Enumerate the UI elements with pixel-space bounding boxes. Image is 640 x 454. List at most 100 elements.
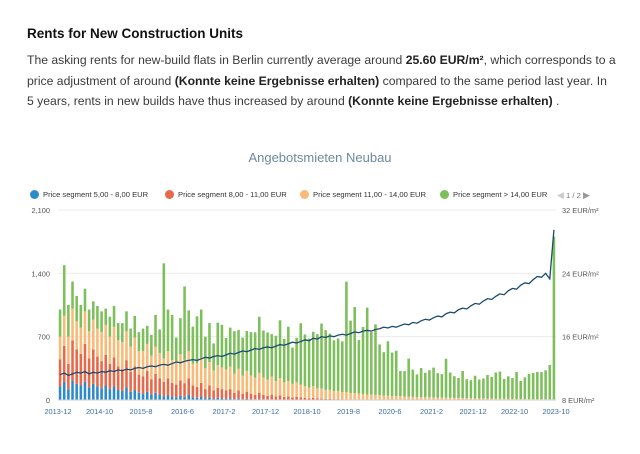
- bar-segment[interactable]: [216, 387, 220, 398]
- bar-segment[interactable]: [291, 383, 294, 398]
- bar-segment[interactable]: [220, 389, 224, 399]
- bar-segment[interactable]: [245, 370, 249, 392]
- bar-segment[interactable]: [498, 398, 502, 400]
- bar-segment[interactable]: [345, 392, 348, 400]
- bar-segment[interactable]: [83, 381, 87, 400]
- bar-segment[interactable]: [195, 316, 199, 364]
- bar-segment[interactable]: [208, 362, 211, 386]
- bar-segment[interactable]: [257, 316, 261, 373]
- bar-segment[interactable]: [245, 331, 249, 371]
- bar-segment[interactable]: [245, 391, 249, 399]
- bar-segment[interactable]: [121, 390, 124, 400]
- bar-segment[interactable]: [58, 336, 62, 360]
- bar-segment[interactable]: [237, 368, 240, 391]
- bar-segment[interactable]: [249, 375, 253, 394]
- bar-segment[interactable]: [224, 338, 228, 370]
- bar-segment[interactable]: [411, 396, 415, 400]
- bar-segment[interactable]: [91, 349, 95, 384]
- bar-segment[interactable]: [303, 386, 307, 398]
- bar-segment[interactable]: [336, 390, 340, 400]
- bar-segment[interactable]: [137, 351, 141, 375]
- bar-segment[interactable]: [365, 394, 369, 400]
- bar-segment[interactable]: [87, 358, 91, 388]
- bar-segment[interactable]: [79, 305, 83, 328]
- bar-segment[interactable]: [299, 323, 303, 385]
- bar-segment[interactable]: [253, 377, 257, 395]
- bar-segment[interactable]: [477, 398, 481, 400]
- bar-segment[interactable]: [162, 263, 166, 359]
- bar-segment[interactable]: [332, 340, 336, 391]
- bar-segment[interactable]: [361, 326, 365, 394]
- bar-segment[interactable]: [548, 364, 552, 400]
- bar-segment[interactable]: [270, 334, 274, 377]
- bar-segment[interactable]: [461, 370, 464, 399]
- bar-segment[interactable]: [266, 379, 269, 396]
- bar-segment[interactable]: [436, 397, 440, 400]
- bar-segment[interactable]: [141, 376, 145, 394]
- legend-next-arrow-icon[interactable]: ▶: [582, 190, 590, 200]
- bar-segment[interactable]: [162, 358, 166, 382]
- bar-segment[interactable]: [440, 397, 444, 400]
- bar-segment[interactable]: [137, 374, 141, 393]
- bar-segment[interactable]: [154, 392, 157, 400]
- bar-segment[interactable]: [457, 378, 460, 398]
- bar-segment[interactable]: [336, 399, 340, 400]
- bar-segment[interactable]: [262, 330, 265, 378]
- bar-segment[interactable]: [432, 367, 435, 398]
- bar-segment[interactable]: [166, 395, 170, 400]
- bar-segment[interactable]: [204, 336, 207, 369]
- bar-segment[interactable]: [212, 390, 215, 399]
- bar-segment[interactable]: [141, 393, 145, 400]
- bar-segment[interactable]: [320, 388, 323, 399]
- bar-segment[interactable]: [233, 331, 236, 374]
- bar-segment[interactable]: [448, 372, 452, 398]
- bar-segment[interactable]: [461, 398, 464, 400]
- bar-segment[interactable]: [75, 383, 78, 400]
- bar-segment[interactable]: [278, 320, 282, 379]
- bar-segment[interactable]: [311, 397, 315, 400]
- bar-segment[interactable]: [282, 382, 286, 397]
- bar-segment[interactable]: [282, 396, 286, 400]
- bar-segment[interactable]: [494, 372, 498, 399]
- bar-segment[interactable]: [108, 389, 112, 400]
- bar-segment[interactable]: [83, 343, 87, 382]
- bar-segment[interactable]: [67, 389, 70, 400]
- bar-segment[interactable]: [158, 329, 161, 353]
- bar-segment[interactable]: [440, 374, 444, 398]
- bar-segment[interactable]: [96, 305, 99, 329]
- bar-segment[interactable]: [262, 394, 265, 400]
- bar-segment[interactable]: [340, 341, 344, 393]
- bar-segment[interactable]: [282, 338, 286, 383]
- bar-segment[interactable]: [552, 236, 556, 400]
- legend-item-segment-11-14[interactable]: Price segment 11,00 - 14,00 EUR: [300, 190, 426, 199]
- bar-segment[interactable]: [411, 369, 415, 397]
- bar-segment[interactable]: [494, 398, 498, 400]
- bar-segment[interactable]: [87, 331, 91, 359]
- bar-segment[interactable]: [133, 390, 137, 400]
- bar-segment[interactable]: [415, 397, 419, 400]
- bar-segment[interactable]: [502, 398, 506, 400]
- bar-segment[interactable]: [204, 398, 207, 400]
- bar-segment[interactable]: [324, 398, 327, 400]
- bar-segment[interactable]: [278, 378, 282, 396]
- bar-segment[interactable]: [108, 363, 112, 390]
- bar-segment[interactable]: [291, 397, 294, 400]
- bar-segment[interactable]: [316, 398, 319, 400]
- bar-segment[interactable]: [216, 365, 220, 388]
- bar-segment[interactable]: [295, 338, 298, 383]
- bar-segment[interactable]: [174, 361, 178, 385]
- bar-segment[interactable]: [399, 396, 402, 400]
- bar-segment[interactable]: [382, 395, 386, 400]
- bar-segment[interactable]: [145, 325, 149, 344]
- bar-segment[interactable]: [150, 355, 153, 380]
- bar-segment[interactable]: [278, 395, 282, 400]
- bar-segment[interactable]: [531, 372, 535, 400]
- bar-segment[interactable]: [453, 397, 456, 400]
- bar-segment[interactable]: [498, 371, 502, 399]
- bar-segment[interactable]: [444, 397, 448, 400]
- bar-segment[interactable]: [453, 376, 456, 398]
- bar-segment[interactable]: [191, 397, 195, 400]
- bar-segment[interactable]: [316, 388, 319, 399]
- bar-segment[interactable]: [274, 396, 278, 400]
- bar-segment[interactable]: [353, 307, 357, 394]
